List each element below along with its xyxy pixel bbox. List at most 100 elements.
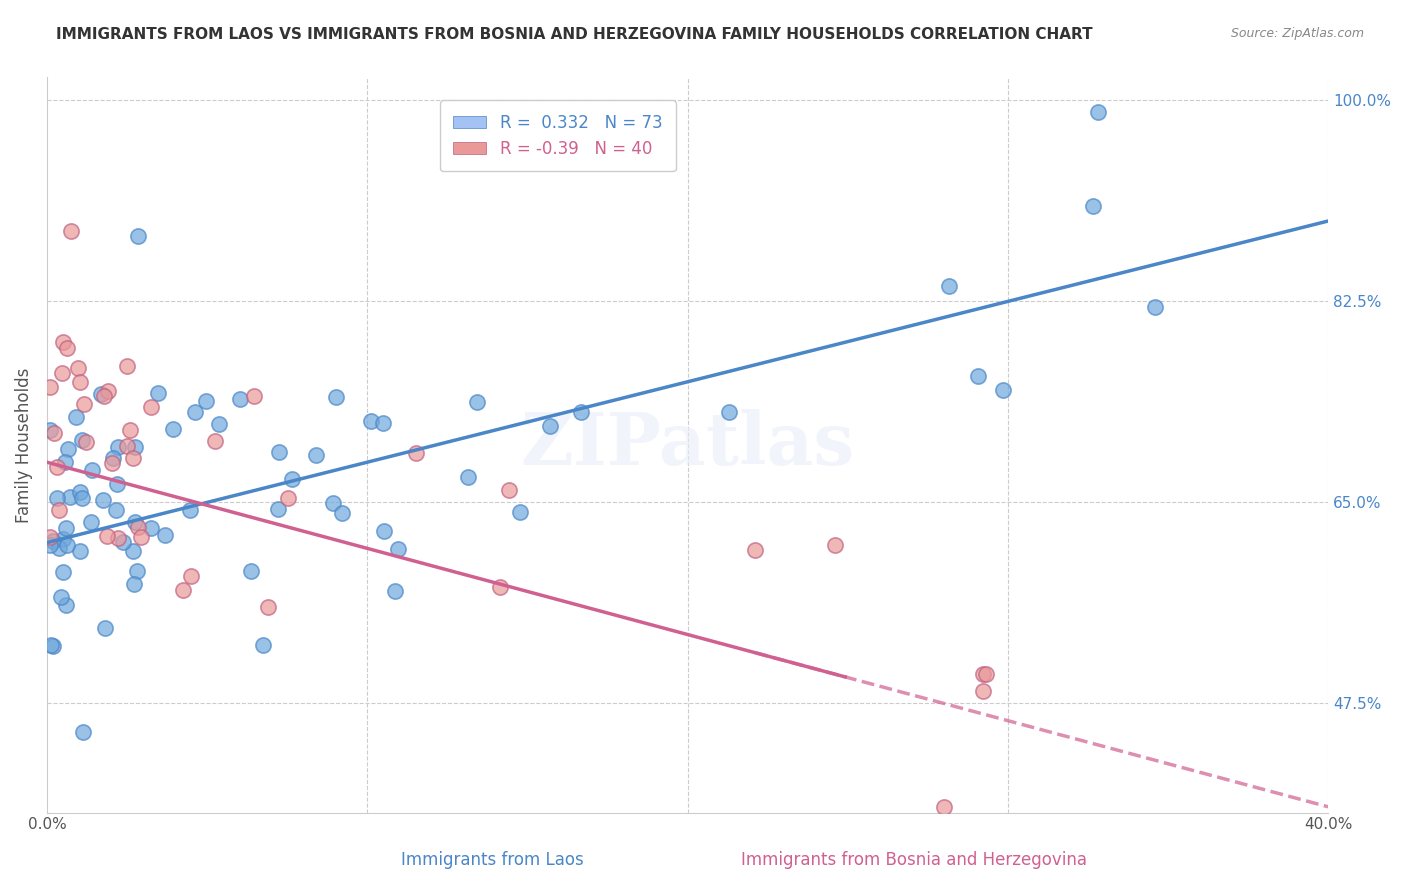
Point: [967, 368, 990, 383]
Point: [384, 584, 406, 599]
Point: [993, 383, 1015, 397]
Point: [125, 564, 148, 578]
Point: [277, 491, 299, 505]
Point: [58, 442, 80, 456]
Point: [69, 375, 91, 389]
Point: [146, 386, 169, 401]
Point: [972, 683, 994, 698]
Point: [91, 493, 114, 508]
Text: IMMIGRANTS FROM LAOS VS IMMIGRANTS FROM BOSNIA AND HERZEGOVINA FAMILY HOUSEHOLDS: IMMIGRANTS FROM LAOS VS IMMIGRANTS FROM …: [56, 27, 1092, 42]
Point: [1087, 104, 1109, 119]
Point: [371, 416, 394, 430]
Text: Immigrants from Laos: Immigrants from Laos: [401, 851, 583, 869]
Point: [90, 387, 112, 401]
Point: [115, 359, 138, 373]
Point: [179, 503, 201, 517]
Point: [124, 441, 146, 455]
Point: [80, 463, 103, 477]
Point: [55, 521, 77, 535]
Point: [129, 530, 152, 544]
Point: [101, 451, 124, 466]
Point: [141, 400, 163, 414]
Point: [45, 459, 67, 474]
Point: [122, 544, 145, 558]
Point: [239, 565, 262, 579]
Point: [281, 471, 304, 485]
Point: [325, 390, 347, 404]
Point: [100, 456, 122, 470]
Point: [373, 524, 395, 539]
Point: [42, 534, 65, 549]
Point: [180, 569, 202, 583]
Point: [360, 414, 382, 428]
Point: [744, 543, 766, 558]
Point: [498, 483, 520, 498]
Point: [94, 621, 117, 635]
Point: [509, 505, 531, 519]
Point: [65, 410, 87, 425]
Point: [39, 538, 62, 552]
Point: [405, 445, 427, 459]
Point: [972, 667, 994, 681]
Legend: R =  0.332   N = 73, R = -0.39   N = 40: R = 0.332 N = 73, R = -0.39 N = 40: [440, 101, 675, 171]
Point: [69, 544, 91, 558]
Point: [44, 425, 66, 440]
Point: [229, 392, 252, 406]
Point: [387, 541, 409, 556]
Point: [107, 532, 129, 546]
Text: Immigrants from Bosnia and Herzegovina: Immigrants from Bosnia and Herzegovina: [741, 851, 1087, 869]
Point: [48, 503, 70, 517]
Point: [824, 538, 846, 552]
Point: [52, 532, 75, 546]
Point: [107, 440, 129, 454]
Point: [75, 435, 97, 450]
Point: [56, 341, 79, 355]
Text: ZIPatlas: ZIPatlas: [520, 409, 855, 481]
Point: [59, 224, 82, 238]
Point: [107, 476, 129, 491]
Point: [153, 528, 176, 542]
Point: [1144, 301, 1167, 315]
Point: [717, 405, 740, 419]
Point: [332, 506, 354, 520]
Point: [45, 491, 67, 505]
Point: [183, 405, 205, 419]
Point: [457, 470, 479, 484]
Point: [41, 639, 63, 653]
Point: [93, 389, 115, 403]
Point: [48, 541, 70, 555]
Point: [938, 278, 960, 293]
Point: [72, 724, 94, 739]
Point: [122, 450, 145, 465]
Point: [39, 530, 62, 544]
Point: [569, 405, 592, 419]
Point: [124, 515, 146, 529]
Point: [207, 417, 229, 432]
Point: [322, 496, 344, 510]
Point: [51, 366, 73, 380]
Point: [172, 582, 194, 597]
Point: [39, 423, 62, 437]
Point: [266, 502, 288, 516]
Point: [141, 521, 163, 535]
Point: [41, 638, 63, 652]
Point: [127, 519, 149, 533]
Point: [267, 445, 290, 459]
Point: [55, 598, 77, 612]
Point: [69, 484, 91, 499]
Point: [305, 448, 328, 462]
Point: [117, 438, 139, 452]
Point: [127, 229, 149, 244]
Point: [204, 434, 226, 448]
Point: [538, 418, 561, 433]
Point: [55, 538, 77, 552]
Point: [489, 580, 512, 594]
Point: [974, 666, 997, 681]
Point: [66, 360, 89, 375]
Point: [118, 423, 141, 437]
Point: [243, 389, 266, 403]
Point: [194, 394, 217, 409]
Point: [465, 395, 488, 409]
Point: [932, 799, 955, 814]
Point: [70, 491, 93, 505]
